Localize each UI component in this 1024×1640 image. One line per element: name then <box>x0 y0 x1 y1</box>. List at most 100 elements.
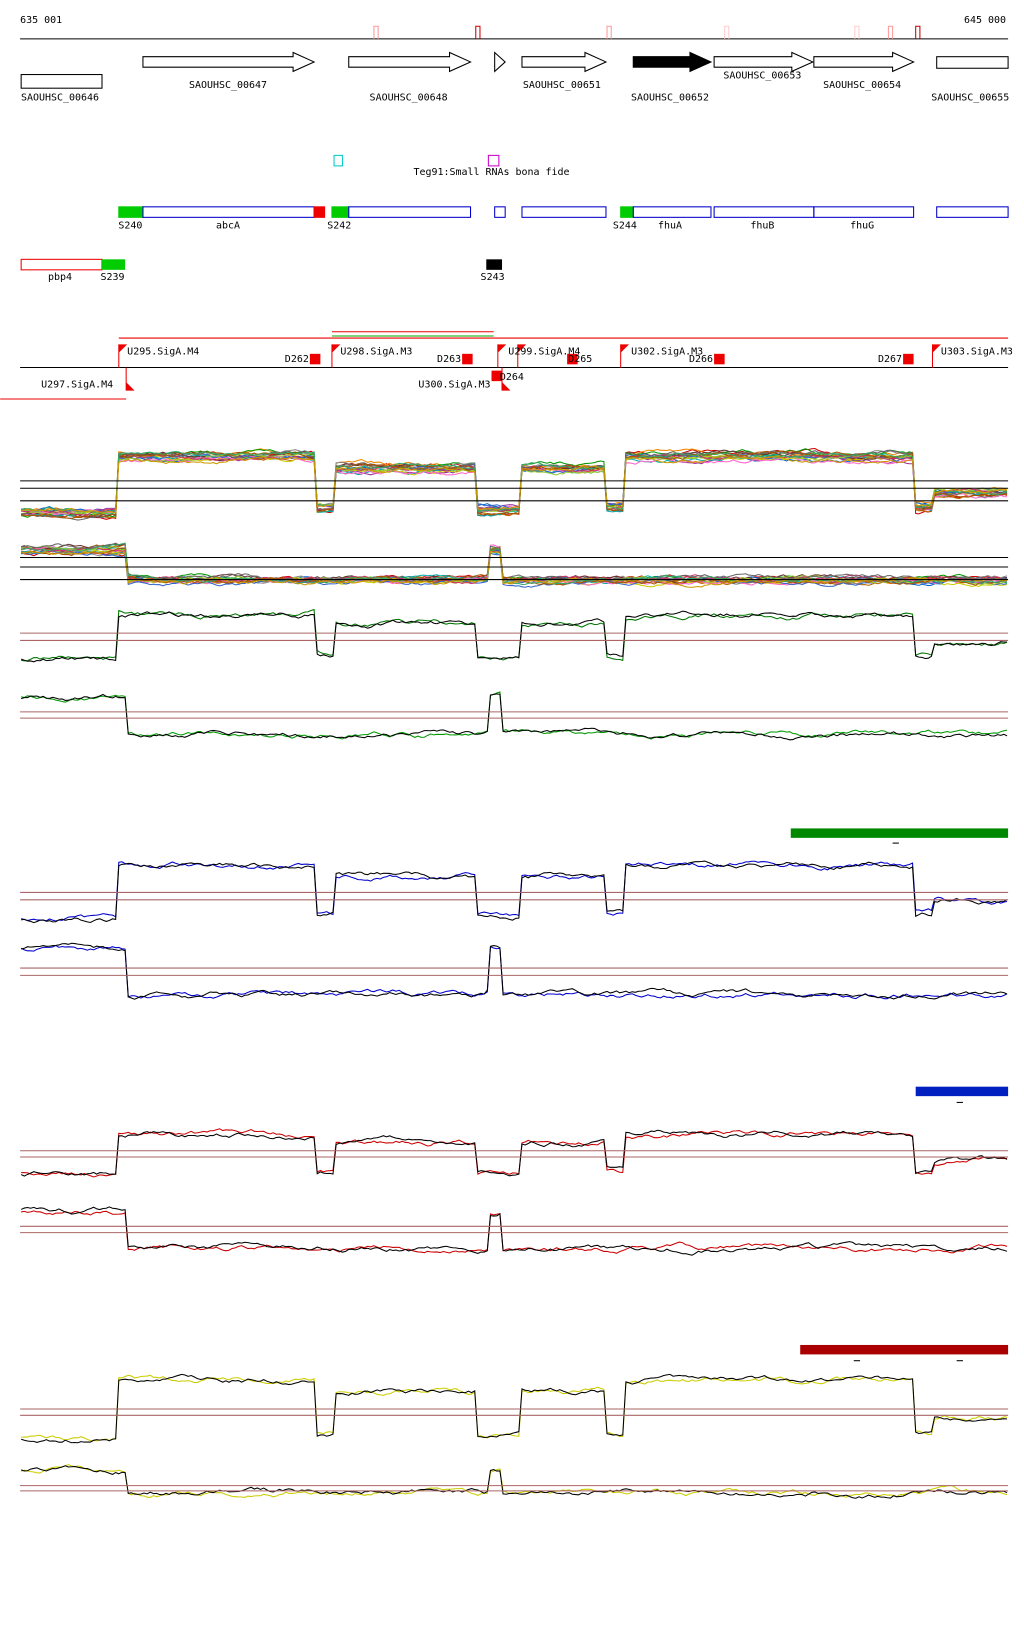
tss-label: U298.SigA.M3 <box>340 347 412 358</box>
tss-box <box>567 353 578 365</box>
feature <box>713 206 815 218</box>
ruler-mark <box>915 25 921 39</box>
gene-arrow <box>348 51 472 73</box>
gene-label: SAOUHSC_00652 <box>631 93 709 104</box>
start-coordinate: 635 001 <box>20 15 62 26</box>
feature-label: S243 <box>481 272 505 283</box>
gene-label: SAOUHSC_00651 <box>523 80 601 91</box>
expression-trace <box>21 860 1008 922</box>
feature-label: S239 <box>100 272 124 283</box>
tss-label: D263 <box>437 354 461 365</box>
gene-box <box>936 56 1009 69</box>
feature <box>494 206 506 218</box>
feature <box>486 259 503 270</box>
expression-trace <box>21 455 1008 516</box>
tss-label: D265 <box>568 354 592 365</box>
feature-label: fhuA <box>658 221 682 232</box>
legend-bar <box>800 1344 1009 1355</box>
expression-trace <box>20 451 1008 514</box>
gene-label: SAOUHSC_00655 <box>931 93 1009 104</box>
feature <box>521 206 607 218</box>
expression-trace <box>21 1464 1008 1498</box>
feature <box>118 206 144 218</box>
feature <box>20 258 103 271</box>
tss-label: D264 <box>500 372 524 383</box>
expression-trace <box>20 944 1008 1000</box>
tss-label: U302.SigA.M3 <box>631 347 703 358</box>
expression-trace <box>21 542 1008 586</box>
tss-flag <box>502 382 511 391</box>
expression-trace <box>20 1465 1008 1499</box>
tss-box <box>309 353 321 365</box>
tss-box <box>491 370 503 382</box>
tss-box <box>903 353 914 365</box>
gene-label: SAOUHSC_00654 <box>823 80 901 91</box>
gene-label: SAOUHSC_00648 <box>370 93 448 104</box>
expression-trace <box>21 542 1008 583</box>
ruler-mark <box>724 25 730 39</box>
feature <box>102 259 126 270</box>
tss-label: U299.SigA.M4 <box>508 347 580 358</box>
gene-label: SAOUHSC_00646 <box>21 93 99 104</box>
expression-trace <box>20 1129 1008 1177</box>
feature <box>313 206 326 218</box>
gene-arrow <box>713 51 815 73</box>
annotation: Teg91:Small RNAs bona fide <box>414 167 570 178</box>
ruler-mark <box>373 25 379 39</box>
expression-trace <box>21 860 1008 924</box>
feature-label: S244 <box>613 221 637 232</box>
feature-label: fhuB <box>750 221 774 232</box>
expression-trace <box>20 1206 1008 1256</box>
tss-label: U297.SigA.M4 <box>41 379 113 390</box>
expression-trace <box>21 452 1008 516</box>
feature <box>142 206 315 218</box>
expression-trace <box>21 1128 1008 1178</box>
marker <box>333 154 343 167</box>
expression-trace <box>21 691 1008 740</box>
tss-label: D262 <box>285 354 309 365</box>
feature <box>348 206 472 218</box>
gene-arrow <box>521 51 608 73</box>
expression-trace <box>20 693 1008 741</box>
expression-trace <box>20 550 1008 588</box>
feature <box>620 206 634 218</box>
expression-trace <box>21 608 1008 662</box>
expression-trace <box>21 449 1008 521</box>
feature <box>632 206 712 218</box>
gene-label: SAOUHSC_00647 <box>189 80 267 91</box>
gene-arrow <box>632 51 713 73</box>
tss-flag <box>932 344 941 353</box>
tss-flag <box>118 344 128 353</box>
feature-label: S240 <box>118 221 142 232</box>
tss-flag <box>126 382 135 391</box>
legend-bar <box>915 1086 1009 1097</box>
tss-label: U303.SigA.M3 <box>941 347 1013 358</box>
expression-trace <box>21 1374 1008 1442</box>
expression-trace <box>21 1373 1008 1444</box>
expression-trace <box>21 547 1008 586</box>
expression-trace <box>21 455 1008 514</box>
end-coordinate: 645 000 <box>964 15 1006 26</box>
gene-arrow <box>494 51 506 73</box>
tss-flag <box>497 344 507 353</box>
feature-label: S242 <box>327 221 351 232</box>
ruler-mark <box>854 25 860 39</box>
feature-label: fhuG <box>850 221 874 232</box>
tss-label: U300.SigA.M3 <box>418 379 490 390</box>
ruler-mark <box>606 25 612 39</box>
marker <box>487 154 500 167</box>
expression-trace <box>21 450 1008 519</box>
feature-label: pbp4 <box>48 272 72 283</box>
legend-bar <box>790 828 1009 838</box>
gene-arrow <box>813 51 915 73</box>
expression-trace <box>21 942 1008 1000</box>
feature-label: abcA <box>216 221 240 232</box>
expression-trace <box>20 610 1008 663</box>
ruler-mark <box>887 25 894 39</box>
tss-flag <box>331 344 341 353</box>
tss-label: U295.SigA.M4 <box>127 347 199 358</box>
feature <box>331 206 350 218</box>
ruler-mark <box>475 25 481 39</box>
